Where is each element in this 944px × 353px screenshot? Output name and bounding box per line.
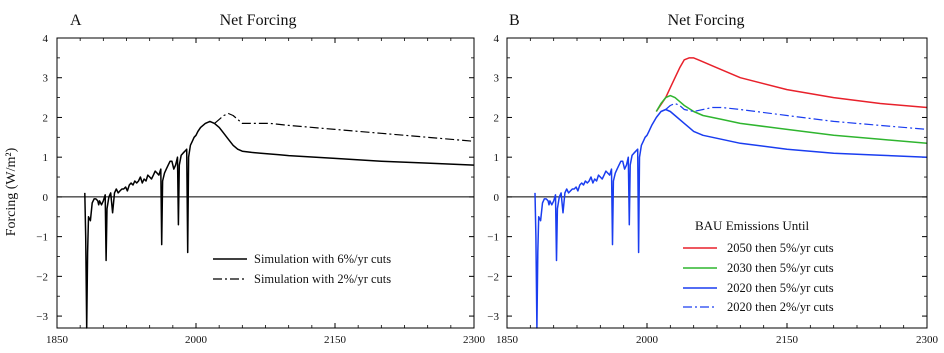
- legend-b-label-2020-5pct: 2020 then 5%/yr cuts: [727, 281, 834, 295]
- series-line-simulation-with-2-yr-cuts: [214, 112, 475, 142]
- y-tick-label: 2: [494, 112, 500, 124]
- legend-b-label-2020-2pct: 2020 then 2%/yr cuts: [727, 300, 834, 314]
- legend-b-title: BAU Emissions Until: [695, 218, 810, 233]
- panel-b-frame: [506, 37, 928, 329]
- x-tick-label: 1850: [496, 334, 519, 346]
- x-tick-label: 1850: [46, 334, 69, 346]
- y-tick-label: −3: [36, 311, 48, 323]
- panel-b: B Net Forcing 4 3 2 1 0 −1 −2 −3 1850 2000 2150 230…: [487, 12, 938, 346]
- series-line-2030-then-5-yr-cuts: [655, 94, 928, 145]
- panel-b-series: [534, 57, 928, 329]
- y-tick-label: 1: [494, 152, 500, 164]
- x-tick-label: 2150: [324, 334, 347, 346]
- x-tick-label: 2150: [776, 334, 799, 346]
- y-tick-label: 4: [494, 33, 500, 45]
- panel-a-legend: Simulation with 6%/yr cuts Simulation wi…: [213, 252, 391, 286]
- legend-a-label-6pct: Simulation with 6%/yr cuts: [254, 252, 391, 266]
- y-tick-label: −2: [36, 271, 48, 283]
- y-tick-label: −2: [487, 271, 499, 283]
- panel-a-letter: A: [70, 12, 82, 29]
- y-tick-label: 1: [43, 152, 49, 164]
- legend-b-label-2030: 2030 then 5%/yr cuts: [727, 261, 834, 275]
- x-tick-label: 2300: [916, 334, 939, 346]
- series-line-simulation-with-6-yr-cuts: [84, 120, 475, 329]
- y-tick-label: 0: [494, 192, 500, 204]
- y-tick-label: −3: [487, 311, 499, 323]
- x-tick-label: 2000: [185, 334, 208, 346]
- panel-b-letter: B: [509, 12, 520, 29]
- panel-a: A Net Forcing 4 3 2 1 0 −1 −2 −3 1850 2000 2150 230…: [36, 12, 485, 346]
- y-tick-label: 3: [43, 73, 49, 85]
- panel-a-frame: [56, 37, 475, 329]
- panel-a-series: [84, 112, 475, 329]
- y-tick-label: 2: [43, 112, 49, 124]
- panel-b-legend: BAU Emissions Until 2050 then 5%/yr cuts…: [683, 218, 834, 314]
- series-line-2020-then-5-yr-cuts: [534, 108, 928, 329]
- panel-a-title: Net Forcing: [220, 12, 297, 29]
- legend-b-label-2050: 2050 then 5%/yr cuts: [727, 241, 834, 255]
- y-tick-label: −1: [487, 232, 499, 244]
- y-tick-label: 0: [43, 192, 49, 204]
- y-axis-label: Forcing (W/m²): [4, 147, 19, 236]
- y-tick-label: 4: [43, 33, 49, 45]
- x-tick-label: 2000: [636, 334, 659, 346]
- panel-b-title: Net Forcing: [668, 12, 745, 29]
- series-line-2020-then-2-yr-cuts: [665, 102, 928, 130]
- panel-a-ticks: 4 3 2 1 0 −1 −2 −3 1850 2000 2150 2300: [36, 33, 485, 346]
- legend-a-label-2pct: Simulation with 2%/yr cuts: [254, 272, 391, 286]
- y-tick-label: −1: [36, 232, 48, 244]
- x-tick-label: 2300: [463, 334, 486, 346]
- y-tick-label: 3: [494, 73, 500, 85]
- series-line-2050-then-5-yr-cuts: [655, 57, 928, 112]
- panel-b-ticks: 4 3 2 1 0 −1 −2 −3 1850 2000 2150 2300: [487, 33, 938, 346]
